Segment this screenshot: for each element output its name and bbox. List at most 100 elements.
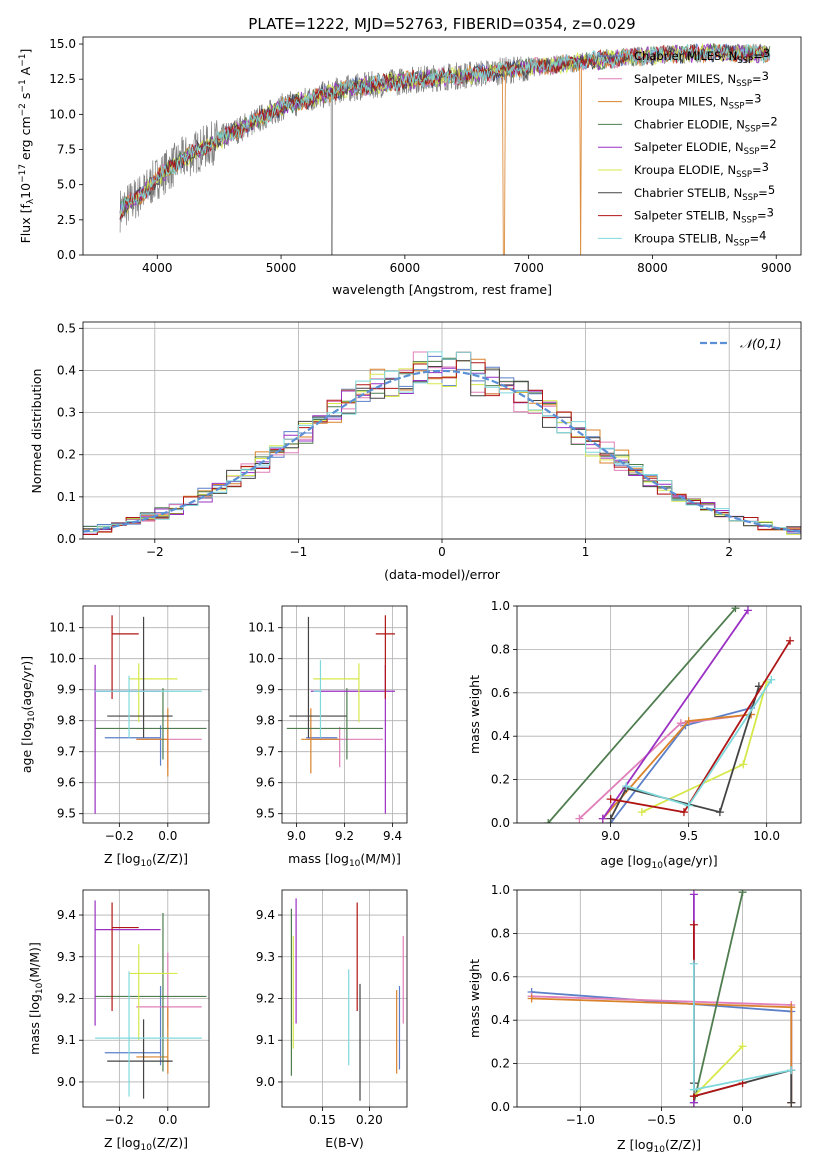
- errorbar-chabrier-miles: [104, 985, 162, 1066]
- legend-text-part: ,: [729, 117, 736, 131]
- errorbar-chabrier-elodie: [286, 688, 383, 760]
- x-axis-label-part: )]: [178, 1135, 188, 1150]
- y-tick-label: 9.0: [57, 1075, 76, 1089]
- series-chabrier-stelib: [606, 682, 763, 823]
- y-axis-label-part: mass [log: [27, 994, 42, 1055]
- axes-frame: [516, 605, 802, 824]
- series-kroupa-stelib: [622, 675, 776, 810]
- legend-text-part: N: [732, 209, 741, 223]
- x-axis-label: wavelength [Angstrom, rest frame]: [332, 282, 552, 297]
- errorbar-chabrier-miles: [104, 725, 162, 766]
- legend-text-part: 3: [762, 69, 769, 83]
- histogram-salpeter-stelib: [83, 351, 801, 535]
- legend-text-part: ,: [713, 95, 720, 109]
- axes-frame: [82, 605, 210, 824]
- axes-frame: [281, 605, 408, 824]
- y-tick-label: 9.9: [256, 683, 275, 697]
- legend-text-part: 3: [754, 92, 761, 106]
- plot-area: [286, 615, 395, 814]
- x-axis-label-part: )]: [391, 851, 401, 866]
- legend-text-part: ,: [728, 140, 735, 154]
- panel-age-vs-mass: 9.0 9.2 9.4 9.5 9.6 9.7 9.8 9.9 10.0 10.1 mass [lo…: [248, 605, 408, 869]
- y-tick-label: 0.1: [57, 490, 76, 504]
- series-marker: [743, 606, 752, 615]
- plot-area: [94, 615, 207, 814]
- panel-massweight-vs-Z: −1.0 −0.5 0.0 0.0 0.2 0.4 0.6 0.8 1.0 Z [log10(Z/…: [467, 883, 802, 1155]
- x-axis-label-part: (Z/Z: [152, 851, 178, 866]
- histogram-kroupa-stelib: [83, 351, 801, 534]
- y-tick-label: 10.1: [248, 621, 275, 635]
- legend-text-part: ,: [720, 72, 727, 86]
- series-line: [602, 609, 749, 820]
- panel-age-vs-Z: −0.2 0.09.59.69.79.89.910.010.1Z [log10(Z…: [19, 605, 210, 869]
- x-axis-label-part: Z [log: [104, 851, 140, 866]
- y-tick-label: 9.2: [57, 992, 76, 1006]
- legend-entry-kroupa-elodie: Kroupa ELODIE, NSSP=3: [634, 160, 769, 180]
- y-tick-label: 9.1: [256, 1033, 275, 1047]
- legend-text-part: SSP: [745, 124, 761, 134]
- series-marker: [684, 801, 693, 810]
- legend-text-part: Chabrier STELIB: [634, 186, 726, 200]
- y-axis-label-part: age [log: [19, 722, 34, 773]
- legend-text-part: =: [749, 231, 759, 245]
- series-chabrier-elodie: [544, 606, 740, 823]
- x-axis-label-part: (Z/Z: [665, 1137, 691, 1152]
- legend-text-part: ,: [725, 209, 732, 223]
- plot-area: [83, 351, 801, 538]
- series-marker: [527, 994, 536, 1003]
- y-tick-label: 0.4: [491, 1013, 510, 1027]
- errorbar-salpeter-stelib: [111, 615, 139, 699]
- legend-text-part: SSP: [744, 147, 760, 157]
- errorbar-salpeter-stelib: [375, 615, 395, 699]
- legend-text-part: 5: [768, 183, 775, 197]
- y-tick-label: 15.0: [49, 37, 76, 51]
- x-axis-label: E(B-V): [325, 1135, 364, 1150]
- y-tick-label: 12.5: [49, 72, 76, 86]
- x-axis-label-part: 10: [349, 859, 361, 869]
- legend-text-part: Salpeter ELODIE: [634, 140, 728, 154]
- x-tick-label: −0.5: [647, 1113, 676, 1127]
- series-marker: [606, 814, 615, 823]
- y-tick-label: 7.5: [57, 143, 76, 157]
- y-tick-label: 2.5: [57, 213, 76, 227]
- series-marker: [715, 808, 724, 817]
- legend-entry-salpeter-stelib: Salpeter STELIB, NSSP=3: [634, 206, 774, 226]
- legend-text-part: Chabrier MILES: [634, 49, 721, 63]
- x-axis-label-part: (age/yr)]: [663, 853, 718, 868]
- y-tick-label: 9.7: [256, 745, 275, 759]
- series-marker: [787, 1098, 796, 1107]
- legend-text-part: N: [735, 140, 744, 154]
- y-axis-label: mass weight: [467, 675, 482, 754]
- legend-text-part: N: [729, 49, 738, 63]
- x-axis-label-part: Z [log: [104, 1135, 140, 1150]
- errorbar-salpeter-miles: [136, 952, 202, 1028]
- y-tick-label: 0.0: [57, 248, 76, 262]
- legend-entry-chabrier-miles: Chabrier MILES, NSSP=3: [634, 46, 770, 66]
- errorbar-kroupa-elodie: [129, 663, 178, 723]
- errorbar-kroupa-stelib: [313, 660, 322, 738]
- legend-text-part: =: [760, 140, 770, 154]
- panel-mass-vs-Z: −0.2 0.09.09.19.29.39.4Z [log10(Z/Z)]mass…: [27, 889, 210, 1153]
- series-line: [547, 607, 737, 823]
- series-marker: [598, 814, 607, 823]
- gridlines: [83, 322, 801, 540]
- y-tick-label: 9.3: [256, 950, 275, 964]
- y-tick-label: 0.5: [57, 321, 76, 335]
- axes-frame: [281, 889, 408, 1108]
- y-tick-label: 9.8: [57, 714, 76, 728]
- y-axis-label-part: −2: [18, 103, 28, 116]
- x-axis-label-part: Z [log: [617, 1137, 653, 1152]
- series-marker: [739, 760, 748, 769]
- errorbar-salpeter-miles: [136, 726, 202, 768]
- y-tick-label: 9.6: [57, 776, 76, 790]
- x-axis-label-part: mass [log: [288, 851, 349, 866]
- y-tick-label: 0.6: [491, 970, 510, 984]
- errorbar-chabrier-stelib: [107, 616, 173, 738]
- y-tick-label: 9.2: [256, 992, 275, 1006]
- y-axis-label-part: erg cm: [18, 116, 33, 164]
- y-axis-label-part: Flux [f: [18, 204, 33, 244]
- legend-entry-normal: 𝒩(0,1): [740, 336, 782, 351]
- y-axis-label: mass [log10(M/M)]: [27, 942, 45, 1055]
- x-axis-label-part: )]: [691, 1137, 701, 1152]
- y-axis-label-part: (age/yr)]: [19, 656, 34, 711]
